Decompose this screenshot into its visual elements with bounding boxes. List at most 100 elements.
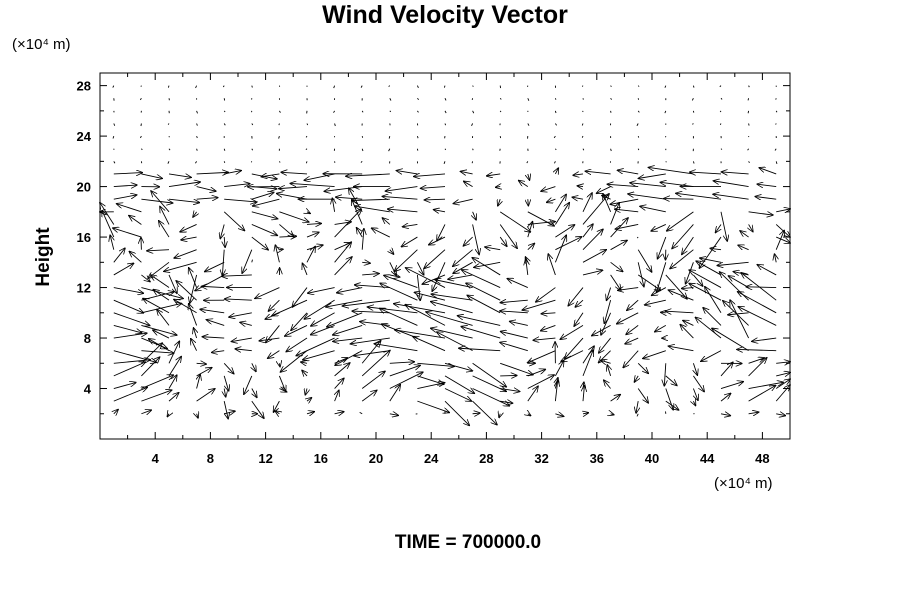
wind-vector: [380, 283, 418, 301]
wind-vector: [461, 171, 473, 174]
wind-vector: [190, 274, 198, 303]
wind-vector: [114, 410, 118, 414]
wind-vector: [592, 325, 611, 335]
wind-vector: [291, 312, 308, 330]
wind-vector: [434, 210, 446, 212]
wind-vector: [471, 123, 474, 126]
wind-vector: [627, 299, 639, 310]
wind-vector: [333, 85, 336, 89]
wind-vector: [664, 199, 694, 200]
wind-vector: [141, 390, 171, 402]
wind-vector: [425, 199, 446, 200]
wind-vector: [279, 211, 308, 222]
wind-vector: [618, 288, 639, 291]
wind-vector: [568, 287, 584, 306]
y-tick-label: 8: [84, 331, 91, 346]
wind-vector: [692, 123, 694, 125]
wind-vector: [693, 274, 702, 286]
wind-vector: [462, 270, 501, 288]
wind-vector: [302, 371, 307, 376]
wind-vector: [252, 363, 256, 371]
wind-vector: [693, 375, 704, 392]
wind-vector: [252, 388, 257, 398]
wind-vector: [207, 320, 225, 326]
wind-vector: [223, 362, 233, 373]
wind-vector: [582, 194, 609, 225]
wind-vector: [261, 174, 280, 177]
wind-vector: [599, 350, 611, 363]
x-tick-label: 48: [755, 451, 769, 466]
wind-vector: [500, 401, 512, 403]
wind-vector: [290, 183, 335, 188]
wind-vector: [649, 167, 694, 175]
wind-vector: [113, 195, 137, 200]
wind-vector: [406, 268, 446, 288]
wind-vector: [637, 362, 648, 373]
wind-vector: [747, 98, 750, 101]
wind-vector: [164, 261, 197, 271]
wind-vector: [141, 375, 173, 389]
wind-vector: [775, 224, 790, 237]
wind-vector: [224, 171, 241, 174]
wind-vector: [555, 381, 557, 402]
y-tick-label: 12: [77, 281, 91, 296]
wind-vector: [602, 196, 611, 200]
wind-vector: [113, 173, 142, 174]
wind-vector: [167, 414, 169, 417]
wind-vector: [774, 148, 777, 151]
wind-vector: [719, 110, 722, 113]
wind-vector: [686, 262, 694, 283]
wind-vector: [720, 148, 723, 150]
wind-vector: [748, 85, 750, 88]
wind-vector: [332, 198, 334, 212]
wind-vector: [251, 236, 268, 250]
wind-vector: [334, 257, 352, 276]
wind-vector: [472, 375, 506, 391]
wind-vector: [389, 275, 400, 277]
wind-vector: [700, 258, 722, 263]
wind-vector: [748, 212, 773, 215]
wind-vector: [601, 360, 611, 363]
wind-vector: [301, 362, 307, 363]
wind-vector: [746, 287, 777, 288]
wind-vector: [657, 262, 667, 292]
wind-vector: [581, 85, 584, 87]
wind-vector: [389, 262, 396, 275]
wind-vector: [719, 85, 722, 88]
wind-vector: [151, 275, 170, 288]
wind-vector: [168, 148, 171, 151]
wind-vector: [664, 110, 667, 114]
wind-vector: [388, 148, 391, 152]
wind-vector: [167, 161, 170, 164]
wind-vector: [307, 212, 310, 214]
wind-vector: [444, 148, 447, 151]
x-tick-label: 20: [369, 451, 383, 466]
wind-vector: [335, 391, 339, 402]
wind-vector: [334, 222, 351, 225]
wind-vector: [541, 186, 556, 192]
wind-vector: [362, 229, 364, 250]
wind-vector: [224, 411, 235, 414]
wind-vector: [360, 161, 363, 163]
wind-vector: [660, 182, 694, 188]
wind-vector: [417, 362, 453, 366]
wind-vector: [555, 195, 566, 213]
wind-vector: [720, 272, 749, 301]
x-tick-label: 32: [534, 451, 548, 466]
wind-vector: [113, 123, 116, 126]
wind-vector: [472, 224, 479, 254]
wind-vector: [444, 98, 447, 101]
wind-vector: [189, 304, 198, 326]
wind-vector: [582, 351, 593, 377]
wind-vector: [464, 181, 473, 186]
wind-vector: [394, 304, 446, 314]
wind-vector: [268, 350, 280, 359]
wind-vector: [748, 412, 759, 414]
wind-vector: [113, 312, 150, 326]
wind-vector: [693, 388, 698, 401]
wind-vector: [610, 148, 612, 152]
wind-vector: [361, 110, 364, 113]
wind-vector: [416, 135, 419, 139]
wind-vector: [664, 85, 667, 88]
wind-vector: [382, 324, 418, 339]
